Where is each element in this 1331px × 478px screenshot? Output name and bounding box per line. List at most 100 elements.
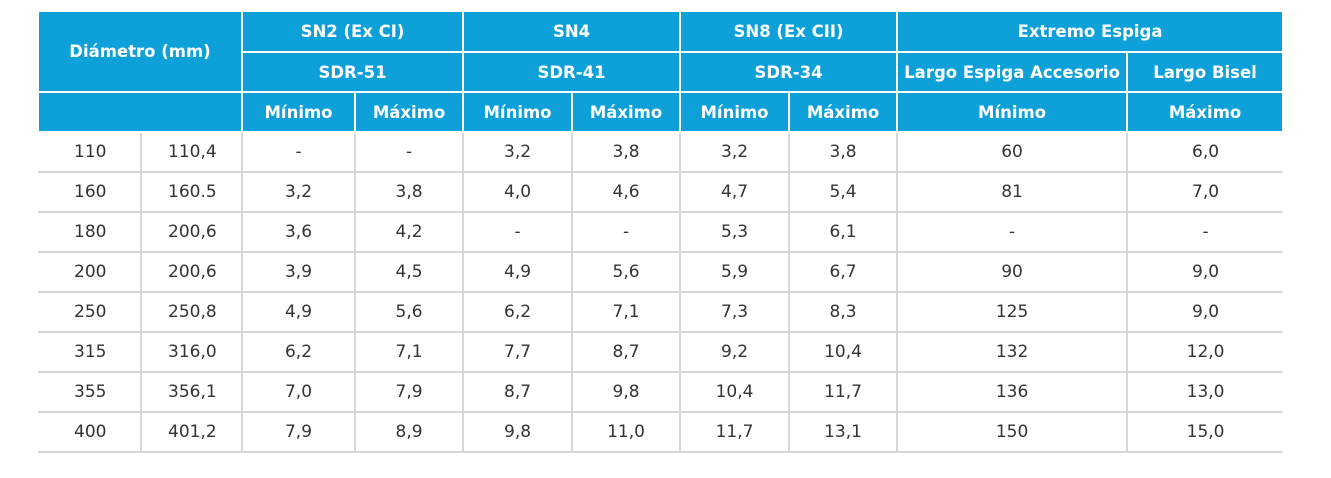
table-cell: 8,3 [788, 292, 898, 333]
table-cell: 7,7 [462, 332, 573, 373]
table-cell: 110,4 [139, 132, 243, 173]
table-cell: 4,9 [462, 252, 573, 293]
table-cell: - [1126, 212, 1284, 253]
header-sdr-51: SDR-51 [241, 51, 465, 93]
table-cell: 315 [38, 332, 141, 373]
table-cell: 5,3 [679, 212, 790, 253]
table-cell: 401,2 [139, 412, 243, 453]
table-cell: 7,9 [354, 372, 464, 413]
table-cell: 250,8 [139, 292, 243, 333]
table-cell: 5,6 [571, 252, 681, 293]
table-cell: 9,0 [1126, 292, 1284, 333]
table-cell: 3,8 [788, 132, 898, 173]
table-cell: 4,7 [679, 172, 790, 213]
header-sn4: SN4 [462, 10, 682, 53]
specs-table-container: Diámetro (mm) SN2 (Ex CI) SN4 SN8 (Ex CI… [36, 10, 1285, 453]
table-cell: 7,3 [679, 292, 790, 333]
table-cell: 355 [38, 372, 141, 413]
header-sn2-minimo: Mínimo [241, 91, 357, 133]
table-cell: 8,9 [354, 412, 464, 453]
table-row: 355 356,1 7,0 7,9 8,7 9,8 10,4 11,7 136 13,0 [38, 372, 1284, 413]
table-cell: 125 [896, 292, 1128, 333]
table-cell: - [896, 212, 1128, 253]
table-cell: 180 [38, 212, 141, 253]
table-cell: 10,4 [679, 372, 790, 413]
header-sn8-minimo: Mínimo [679, 91, 791, 133]
header-sdr-41: SDR-41 [462, 51, 682, 93]
table-cell: 110 [38, 132, 141, 173]
header-sn4-maximo: Máximo [571, 91, 682, 133]
table-cell: 5,4 [788, 172, 898, 213]
specs-table: Diámetro (mm) SN2 (Ex CI) SN4 SN8 (Ex CI… [36, 10, 1285, 453]
table-cell: 3,8 [571, 132, 681, 173]
header-extremo-espiga: Extremo Espiga [896, 10, 1285, 53]
table-cell: 8,7 [571, 332, 681, 373]
table-cell: 6,2 [241, 332, 356, 373]
table-body: 110 110,4- -3,2 3,8 3,2 3,8 60 6,0 160 160.5 3,2 3,… [38, 132, 1284, 453]
header-largo-espiga: Largo Espiga Accesorio [896, 51, 1129, 93]
table-cell: 3,8 [354, 172, 464, 213]
table-cell: 11,7 [788, 372, 898, 413]
table-cell: - [354, 132, 464, 173]
table-cell: 6,7 [788, 252, 898, 293]
table-cell: 250 [38, 292, 141, 333]
table-row: 315 316,0 6,2 7,1 7,7 8,7 9,2 10,4 132 12,0 [38, 332, 1284, 373]
table-cell: 60 [896, 132, 1128, 173]
header-sn4-minimo: Mínimo [462, 91, 574, 133]
table-cell: 4,9 [241, 292, 356, 333]
table-cell: 356,1 [139, 372, 243, 413]
table-cell: 3,2 [462, 132, 573, 173]
table-cell: 160.5 [139, 172, 243, 213]
table-cell: 4,2 [354, 212, 464, 253]
table-cell: 11,7 [679, 412, 790, 453]
table-cell: 5,6 [354, 292, 464, 333]
header-sdr-34: SDR-34 [679, 51, 899, 93]
table-cell: 81 [896, 172, 1128, 213]
table-cell: 13,0 [1126, 372, 1284, 413]
table-cell: 10,4 [788, 332, 898, 373]
table-cell: 200,6 [139, 212, 243, 253]
table-cell: 200 [38, 252, 141, 293]
table-cell: 4,0 [462, 172, 573, 213]
header-diametro-blank [36, 91, 244, 133]
table-cell: 6,2 [462, 292, 573, 333]
header-sn2: SN2 (Ex CI) [241, 10, 465, 53]
table-row: 250 250,8 4,9 5,6 6,2 7,1 7,3 8,3 125 9,0 [38, 292, 1284, 333]
table-cell: 316,0 [139, 332, 243, 373]
table-cell: 3,2 [241, 172, 356, 213]
table-cell: 7,1 [571, 292, 681, 333]
table-cell: 136 [896, 372, 1128, 413]
table-cell: 400 [38, 412, 141, 453]
table-cell: 160 [38, 172, 141, 213]
table-cell: 6,0 [1126, 132, 1284, 173]
table-row: 400 401,2 7,9 8,9 9,8 11,0 11,7 13,1 150 15,0 [38, 412, 1284, 453]
table-cell: 5,9 [679, 252, 790, 293]
table-cell: 150 [896, 412, 1128, 453]
table-cell: 6,1 [788, 212, 898, 253]
table-cell: - [571, 212, 681, 253]
table-cell: 7,9 [241, 412, 356, 453]
table-cell: 7,0 [1126, 172, 1284, 213]
table-row: 200 200,6 3,9 4,5 4,9 5,6 5,9 6,7 90 9,0 [38, 252, 1284, 293]
table-cell: 4,5 [354, 252, 464, 293]
table-cell: 9,8 [462, 412, 573, 453]
table-cell: 90 [896, 252, 1128, 293]
header-sn2-maximo: Máximo [354, 91, 465, 133]
table-row: 110 110,4- -3,2 3,8 3,2 3,8 60 6,0 [38, 132, 1284, 173]
table-cell: - [462, 212, 573, 253]
table-cell: 3,2 [679, 132, 790, 173]
table-cell: 4,6 [571, 172, 681, 213]
header-bisel-maximo: Máximo [1126, 91, 1285, 133]
table-cell: 8,7 [462, 372, 573, 413]
table-cell: 200,6 [139, 252, 243, 293]
header-sn8-maximo: Máximo [788, 91, 899, 133]
table-cell: 9,2 [679, 332, 790, 373]
table-row: 180 200,6 3,6 4,2- -5,3 6,1- - [38, 212, 1284, 253]
table-cell: 7,1 [354, 332, 464, 373]
table-cell: 15,0 [1126, 412, 1284, 453]
table-cell: 9,0 [1126, 252, 1284, 293]
header-largo-bisel: Largo Bisel [1126, 51, 1285, 93]
header-espiga-minimo: Mínimo [896, 91, 1129, 133]
table-cell: 9,8 [571, 372, 681, 413]
table-cell: 3,6 [241, 212, 356, 253]
